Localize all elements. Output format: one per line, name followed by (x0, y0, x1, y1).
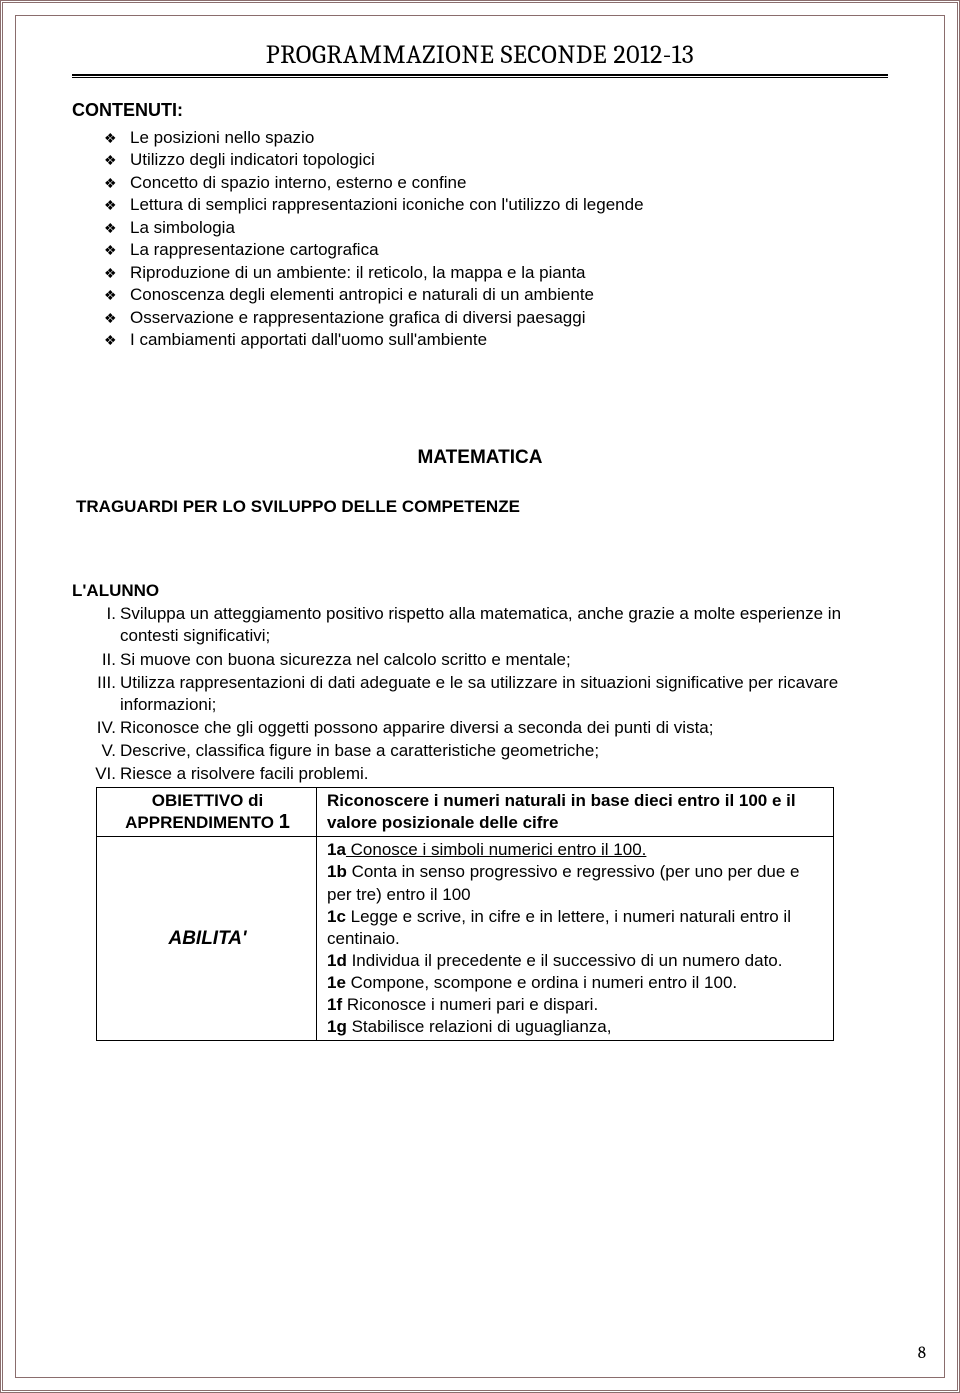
roman-num: IV. (82, 717, 116, 739)
header-rule-thick (72, 74, 888, 76)
list-item: Lettura di semplici rappresentazioni ico… (130, 194, 888, 216)
list-item: Le posizioni nello spazio (130, 127, 888, 149)
list-item: La rappresentazione cartografica (130, 239, 888, 261)
abilita-label-cell: ABILITA' (97, 837, 317, 1041)
roman-text: Descrive, classifica figure in base a ca… (120, 741, 599, 760)
obiettivo-number: 1 (279, 811, 290, 833)
obiettivo-text: Riconoscere i numeri naturali in base di… (327, 791, 796, 832)
roman-num: I. (82, 603, 116, 625)
roman-num: II. (82, 649, 116, 671)
obiettivo-line2a: APPRENDIMENTO (125, 813, 279, 832)
list-item: Utilizzo degli indicatori topologici (130, 149, 888, 171)
abilita-item: 1f Riconosce i numeri pari e dispari. (327, 994, 825, 1016)
alunno-list: I.Sviluppa un atteggiamento positivo ris… (72, 603, 888, 785)
traguardi-heading: TRAGUARDI PER LO SVILUPPO DELLE COMPETEN… (76, 497, 888, 517)
list-item: La simbologia (130, 217, 888, 239)
list-item: Osservazione e rappresentazione grafica … (130, 307, 888, 329)
page-number: 8 (918, 1344, 926, 1363)
abilita-item: 1c Legge e scrive, in cifre e in lettere… (327, 906, 825, 950)
list-item: Riproduzione di un ambiente: il reticolo… (130, 262, 888, 284)
roman-text: Si muove con buona sicurezza nel calcolo… (120, 650, 571, 669)
obiettivo-text-cell: Riconoscere i numeri naturali in base di… (317, 788, 834, 837)
page-outer-frame: PROGRAMMAZIONE SECONDE 2012-13 CONTENUTI… (0, 0, 960, 1393)
roman-num: III. (82, 672, 116, 694)
list-item: VI.Riesce a risolvere facili problemi. (120, 763, 888, 785)
page-inner-frame: PROGRAMMAZIONE SECONDE 2012-13 CONTENUTI… (15, 15, 945, 1378)
list-item: I cambiamenti apportati dall'uomo sull'a… (130, 329, 888, 351)
abilita-item: 1e Compone, scompone e ordina i numeri e… (327, 972, 825, 994)
roman-num: VI. (82, 763, 116, 785)
roman-text: Riconosce che gli oggetti possono appari… (120, 718, 713, 737)
list-item: III.Utilizza rappresentazioni di dati ad… (120, 672, 888, 716)
table-row: ABILITA' 1a Conosce i simboli numerici e… (97, 837, 834, 1041)
abilita-label: ABILITA' (168, 928, 246, 949)
page-header-title: PROGRAMMAZIONE SECONDE 2012-13 (72, 40, 888, 74)
header-rule-thin (72, 77, 888, 78)
obiettivo-table: OBIETTIVO di APPRENDIMENTO 1 Riconoscere… (96, 787, 834, 1041)
list-item: II.Si muove con buona sicurezza nel calc… (120, 649, 888, 671)
contenuti-heading: CONTENUTI: (72, 100, 888, 121)
roman-num: V. (82, 740, 116, 762)
list-item: V.Descrive, classifica figure in base a … (120, 740, 888, 762)
matematica-heading: MATEMATICA (72, 447, 888, 469)
obiettivo-label-cell: OBIETTIVO di APPRENDIMENTO 1 (97, 788, 317, 837)
list-item: IV.Riconosce che gli oggetti possono app… (120, 717, 888, 739)
abilita-item: 1d Individua il precedente e il successi… (327, 950, 825, 972)
list-item: I.Sviluppa un atteggiamento positivo ris… (120, 603, 888, 647)
alunno-heading: L'ALUNNO (72, 581, 888, 601)
abilita-text-cell: 1a Conosce i simboli numerici entro il 1… (317, 837, 834, 1041)
abilita-item: 1a Conosce i simboli numerici entro il 1… (327, 839, 825, 861)
table-row: OBIETTIVO di APPRENDIMENTO 1 Riconoscere… (97, 788, 834, 837)
roman-text: Utilizza rappresentazioni di dati adegua… (120, 673, 838, 714)
list-item: Concetto di spazio interno, esterno e co… (130, 172, 888, 194)
contenuti-list: Le posizioni nello spazio Utilizzo degli… (72, 127, 888, 351)
roman-text: Riesce a risolvere facili problemi. (120, 764, 368, 783)
roman-text: Sviluppa un atteggiamento positivo rispe… (120, 604, 841, 645)
abilita-item: 1b Conta in senso progressivo e regressi… (327, 861, 825, 905)
obiettivo-line1: OBIETTIVO di (152, 791, 263, 810)
list-item: Conoscenza degli elementi antropici e na… (130, 284, 888, 306)
abilita-item: 1g Stabilisce relazioni di uguaglianza, (327, 1016, 825, 1038)
